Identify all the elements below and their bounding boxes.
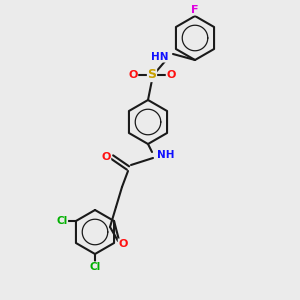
Text: O: O	[166, 70, 176, 80]
Text: NH: NH	[157, 150, 175, 160]
Text: F: F	[191, 5, 199, 15]
Text: HN: HN	[152, 52, 169, 62]
Text: O: O	[118, 239, 128, 249]
Text: S: S	[148, 68, 157, 82]
Text: O: O	[101, 152, 111, 162]
Text: O: O	[128, 70, 138, 80]
Text: Cl: Cl	[56, 216, 68, 226]
Text: Cl: Cl	[89, 262, 100, 272]
